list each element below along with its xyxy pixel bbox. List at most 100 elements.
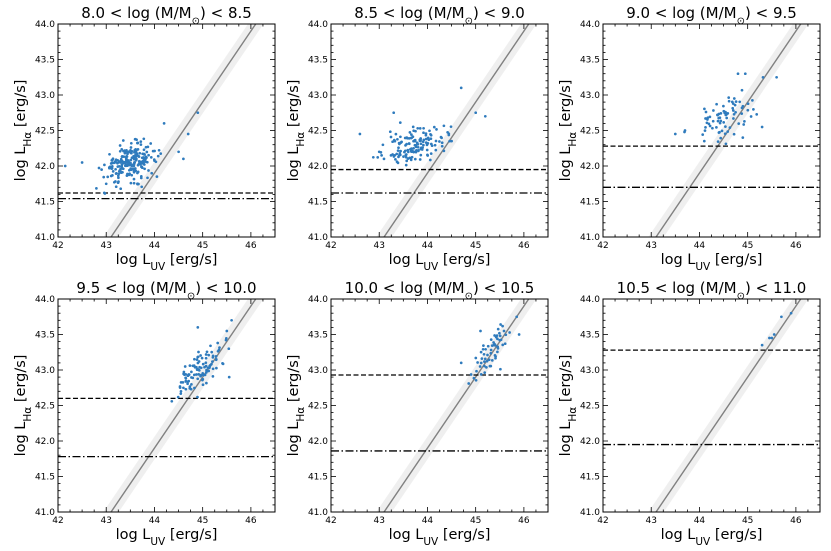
data-point bbox=[772, 333, 776, 336]
data-point bbox=[133, 161, 136, 164]
y-tick-label: 43.0 bbox=[35, 91, 55, 101]
data-point bbox=[752, 108, 755, 111]
data-point bbox=[130, 151, 133, 155]
data-point bbox=[197, 373, 201, 376]
data-point bbox=[184, 372, 188, 376]
x-tick-label: 44 bbox=[694, 241, 706, 251]
data-point bbox=[751, 99, 754, 102]
y-tick-label: 42.0 bbox=[308, 437, 328, 447]
data-point bbox=[103, 192, 107, 195]
data-point bbox=[405, 159, 409, 163]
relation-band bbox=[648, 24, 809, 237]
data-point bbox=[111, 157, 115, 161]
data-point bbox=[178, 385, 182, 388]
data-point bbox=[118, 144, 122, 147]
data-point bbox=[424, 132, 428, 135]
y-tick-label: 42.5 bbox=[35, 402, 55, 412]
x-tick-label: 45 bbox=[742, 516, 753, 526]
data-point bbox=[716, 119, 720, 123]
data-point bbox=[486, 353, 489, 357]
data-point bbox=[119, 171, 123, 175]
data-point bbox=[179, 389, 183, 393]
x-tick-label: 45 bbox=[470, 516, 481, 526]
data-point bbox=[179, 381, 183, 384]
y-tick-label: 42.5 bbox=[580, 127, 600, 137]
data-point bbox=[501, 343, 505, 347]
data-point bbox=[517, 333, 521, 336]
y-tick-label: 42.0 bbox=[35, 437, 55, 447]
data-point bbox=[132, 177, 136, 181]
data-point bbox=[412, 129, 416, 133]
plot-area bbox=[603, 299, 820, 512]
data-point bbox=[716, 140, 720, 143]
data-point bbox=[711, 126, 714, 130]
data-point bbox=[186, 382, 189, 386]
data-point bbox=[404, 153, 408, 156]
data-point bbox=[725, 116, 729, 120]
y-axis-label: log LHα [erg/s] bbox=[286, 80, 307, 182]
data-point bbox=[207, 353, 211, 357]
data-point bbox=[204, 356, 208, 360]
data-point bbox=[780, 315, 783, 319]
data-point bbox=[419, 138, 422, 141]
data-point bbox=[419, 153, 423, 157]
data-point bbox=[743, 120, 746, 123]
data-point bbox=[489, 348, 493, 352]
data-point bbox=[142, 156, 146, 160]
data-point bbox=[397, 146, 400, 150]
plot-area bbox=[58, 24, 275, 237]
data-point bbox=[394, 158, 397, 161]
data-point bbox=[103, 163, 106, 167]
x-tick-label: 46 bbox=[790, 241, 802, 251]
data-point bbox=[479, 329, 482, 333]
data-point bbox=[410, 147, 413, 150]
panel-2: 42 43 44 45 46 41.0 41.5 42.0 42.5 43.0 43.5 44.0 8.… bbox=[286, 4, 549, 273]
data-point bbox=[741, 104, 745, 108]
data-point bbox=[731, 106, 735, 110]
y-tick-label: 44.0 bbox=[580, 20, 600, 30]
y-tick-label: 41.0 bbox=[580, 233, 600, 243]
data-point bbox=[130, 164, 134, 168]
data-point bbox=[508, 331, 511, 334]
data-point bbox=[743, 72, 747, 76]
data-point bbox=[446, 130, 449, 134]
data-point bbox=[498, 334, 502, 338]
data-point bbox=[204, 361, 208, 365]
x-tick-label: 46 bbox=[518, 516, 530, 526]
panel-title: 9.0 < log (M/M⊙) < 9.5 bbox=[626, 4, 797, 27]
data-point bbox=[504, 333, 508, 337]
data-point bbox=[702, 139, 706, 143]
data-point bbox=[503, 342, 507, 346]
data-point bbox=[227, 375, 231, 379]
data-point bbox=[134, 155, 138, 158]
data-point bbox=[683, 129, 687, 132]
y-tick-label: 41.0 bbox=[35, 233, 55, 243]
x-tick-label: 46 bbox=[245, 241, 257, 251]
data-point bbox=[150, 171, 154, 175]
x-tick-label: 46 bbox=[518, 241, 530, 251]
data-point bbox=[183, 365, 187, 368]
data-point bbox=[216, 341, 220, 345]
data-point bbox=[399, 149, 402, 153]
x-tick-label: 43 bbox=[100, 241, 111, 251]
x-axis-label: log LUV [erg/s] bbox=[661, 527, 763, 548]
data-point bbox=[760, 125, 764, 129]
y-axis-label: log LHα [erg/s] bbox=[558, 355, 579, 457]
y-tick-label: 41.0 bbox=[580, 508, 600, 518]
data-point bbox=[712, 109, 715, 112]
data-point bbox=[142, 137, 146, 141]
data-point bbox=[395, 152, 399, 156]
data-point bbox=[136, 163, 140, 167]
data-point bbox=[479, 361, 483, 365]
data-point bbox=[435, 128, 438, 131]
data-point bbox=[136, 154, 140, 158]
data-point bbox=[706, 118, 709, 121]
data-point bbox=[207, 369, 211, 373]
data-point bbox=[135, 152, 139, 156]
data-point bbox=[479, 350, 483, 354]
panel-title: 9.5 < log (M/M⊙) < 10.0 bbox=[76, 279, 256, 302]
data-point bbox=[478, 365, 482, 368]
data-point bbox=[717, 131, 721, 134]
data-point bbox=[755, 113, 759, 116]
data-point bbox=[119, 187, 123, 191]
